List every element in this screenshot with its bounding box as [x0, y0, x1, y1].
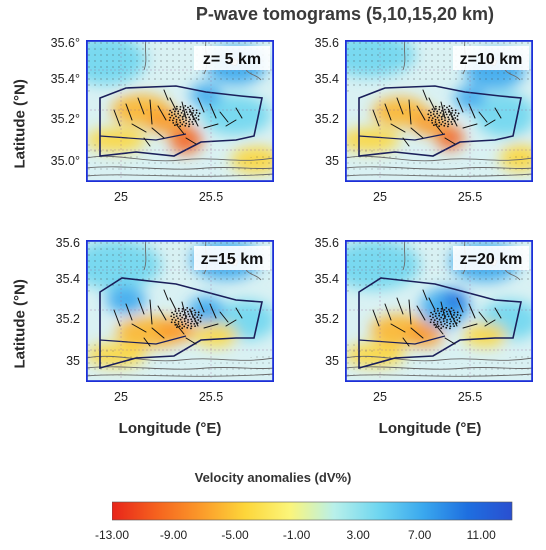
y-tick-label: 35.4	[314, 272, 339, 286]
colorbar-tick-label: -1.00	[282, 528, 311, 542]
colorbar-tick-label: -13.00	[94, 528, 130, 542]
y-tick-label: 35.2	[314, 112, 339, 126]
depth-label: z=15 km	[194, 246, 270, 270]
y-tick-label: 35.4°	[50, 72, 80, 86]
y-tick-label: 35.6°	[50, 36, 80, 50]
xlabel-left: Longitude (°E)	[118, 420, 222, 437]
xlabel-right: Longitude (°E)	[378, 420, 482, 437]
depth-label: z=10 km	[453, 46, 529, 70]
svg-text:z=20 km: z=20 km	[460, 251, 523, 268]
svg-text:z=15 km: z=15 km	[201, 251, 264, 268]
colorbar-tick-label: -9.00	[159, 528, 188, 542]
y-tick-label: 35.6	[314, 236, 339, 250]
ylabel-top: Latitude (°N)	[11, 79, 29, 169]
colorbar-gradient	[112, 501, 513, 521]
depth-label: z=20 km	[453, 246, 529, 270]
colorbar-tick-label: 11.00	[466, 528, 496, 542]
tomogram-map: z=15 km	[86, 240, 274, 382]
x-tick-label: 25	[114, 190, 128, 204]
y-tick-label: 35	[66, 354, 80, 368]
y-tick-label: 35.0°	[50, 154, 80, 168]
svg-text:z=10 km: z=10 km	[460, 51, 523, 68]
x-tick-label: 25.5	[198, 190, 224, 204]
y-tick-label: 35.2	[55, 312, 80, 326]
depth-label: z= 5 km	[194, 46, 270, 70]
x-tick-label: 25	[373, 390, 387, 404]
colorbar	[112, 501, 513, 521]
y-tick-label: 35.2°	[50, 112, 80, 126]
y-tick-label: 35	[325, 154, 339, 168]
tomogram-map: z=10 km	[345, 40, 533, 182]
y-tick-label: 35.4	[55, 272, 80, 286]
x-tick-label: 25.5	[457, 390, 483, 404]
tomogram-map: z= 5 km	[86, 40, 274, 182]
x-tick-label: 25	[114, 390, 128, 404]
colorbar-title: Velocity anomalies (dV%)	[194, 470, 352, 485]
figure-title: P-wave tomograms (5,10,15,20 km)	[195, 4, 495, 24]
svg-text:z= 5 km: z= 5 km	[203, 51, 261, 68]
y-tick-label: 35.6	[314, 36, 339, 50]
colorbar-tick-label: 7.00	[408, 528, 432, 542]
tomogram-map: z=20 km	[345, 240, 533, 382]
y-tick-label: 35.6	[55, 236, 80, 250]
ylabel-bottom: Latitude (°N)	[11, 279, 29, 369]
x-tick-label: 25.5	[457, 190, 483, 204]
x-tick-label: 25.5	[198, 390, 224, 404]
colorbar-tick-label: 3.00	[346, 528, 370, 542]
y-tick-label: 35	[325, 354, 339, 368]
y-tick-label: 35.2	[314, 312, 339, 326]
y-tick-label: 35.4	[314, 72, 339, 86]
x-tick-label: 25	[373, 190, 387, 204]
colorbar-tick-label: -5.00	[221, 528, 249, 542]
